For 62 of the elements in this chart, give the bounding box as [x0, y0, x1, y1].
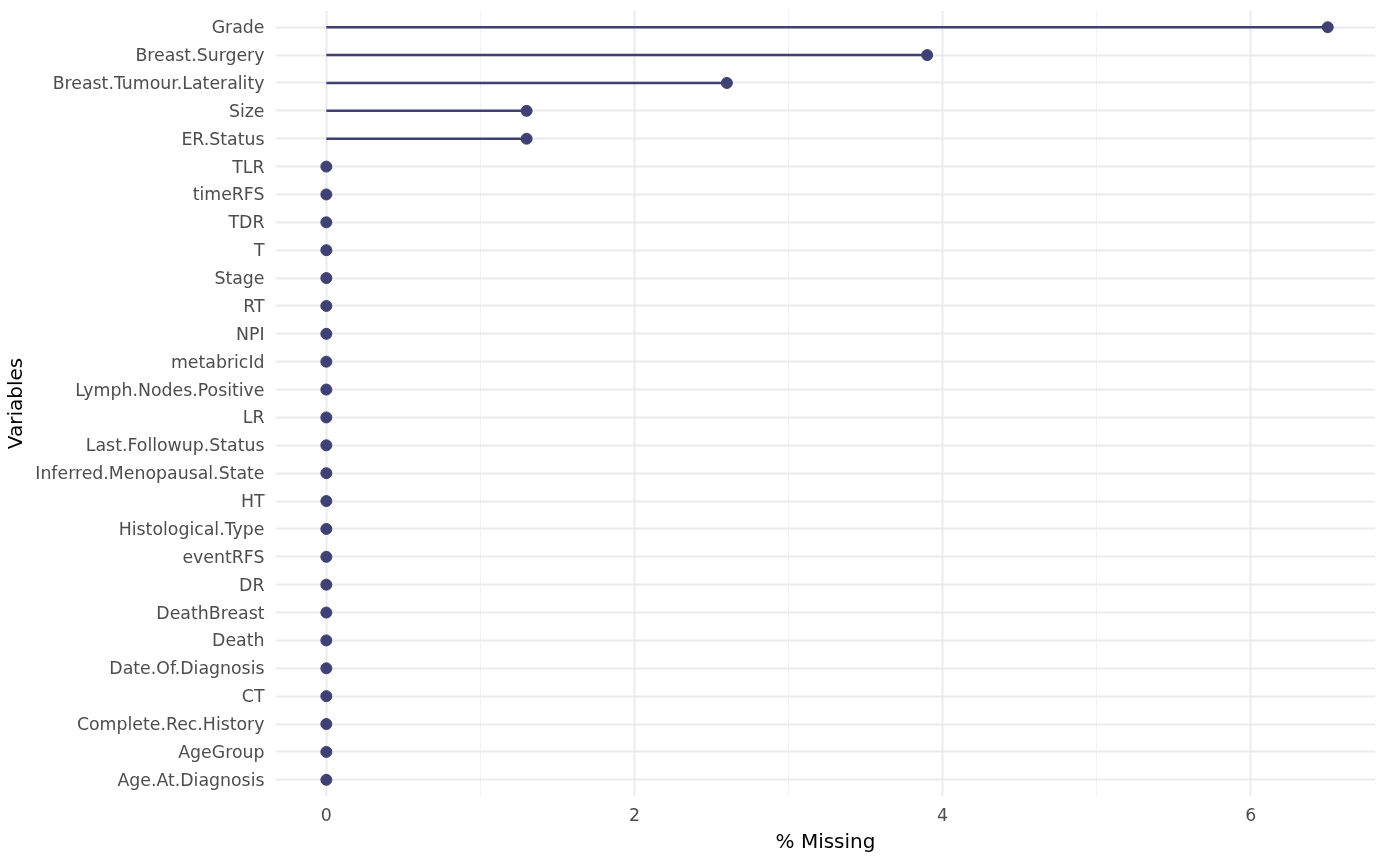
point [320, 662, 333, 675]
point [320, 439, 333, 452]
y-axis-title: Variables [3, 357, 28, 450]
point [320, 578, 333, 591]
y-tick-label: ER.Status [181, 128, 265, 149]
y-tick-label: Histological.Type [118, 518, 265, 539]
y-tick-label: Lymph.Nodes.Positive [75, 379, 265, 400]
y-tick-label: CT [241, 686, 265, 707]
point [320, 634, 333, 647]
point [320, 272, 333, 285]
y-tick-label: metabricId [170, 351, 265, 372]
y-tick-label: timeRFS [192, 184, 265, 205]
point [320, 606, 333, 619]
y-tick-label: Breast.Surgery [135, 45, 265, 66]
point [320, 188, 333, 201]
point [320, 690, 333, 703]
point [520, 132, 533, 145]
y-tick-label: Grade [211, 17, 265, 38]
y-tick-label: NPI [235, 323, 265, 344]
y-tick-label: AgeGroup [178, 741, 265, 762]
point [320, 383, 333, 396]
point [320, 522, 333, 535]
point [320, 773, 333, 786]
x-tick-label: 6 [1245, 804, 1257, 825]
point [320, 745, 333, 758]
point [320, 495, 333, 508]
point [320, 244, 333, 257]
y-tick-label: Date.Of.Diagnosis [109, 658, 265, 679]
y-tick-label: Age.At.Diagnosis [117, 769, 265, 790]
x-tick-label: 4 [937, 804, 949, 825]
point [720, 76, 733, 89]
y-tick-label: Stage [214, 268, 265, 289]
point [320, 467, 333, 480]
y-tick-label: T [252, 240, 265, 261]
x-axis-title: % Missing [775, 828, 876, 853]
y-tick-label: Size [228, 100, 265, 121]
x-tick-label: 2 [628, 804, 640, 825]
point [921, 49, 934, 62]
point [320, 160, 333, 173]
y-tick-label: eventRFS [182, 546, 265, 567]
point [320, 411, 333, 424]
point [320, 216, 333, 229]
y-tick-label: DR [239, 574, 265, 595]
point [320, 718, 333, 731]
y-tick-label: HT [240, 491, 265, 512]
y-tick-label: Inferred.Menopausal.State [35, 463, 265, 484]
point [320, 327, 333, 340]
y-tick-label: Death [212, 630, 265, 651]
y-tick-label: Complete.Rec.History [76, 714, 265, 735]
point [320, 550, 333, 563]
y-tick-label: Last.Followup.Status [85, 435, 265, 456]
y-tick-label: LR [242, 407, 265, 428]
point [320, 299, 333, 312]
y-tick-label: DeathBreast [156, 602, 265, 623]
y-tick-label: TLR [231, 156, 265, 177]
x-tick-label: 0 [320, 804, 332, 825]
point [520, 104, 533, 117]
y-tick-label: TDR [227, 212, 265, 233]
y-tick-label: Breast.Tumour.Laterality [52, 72, 265, 93]
point [1321, 21, 1334, 34]
point [320, 355, 333, 368]
y-tick-label: RT [243, 295, 265, 316]
